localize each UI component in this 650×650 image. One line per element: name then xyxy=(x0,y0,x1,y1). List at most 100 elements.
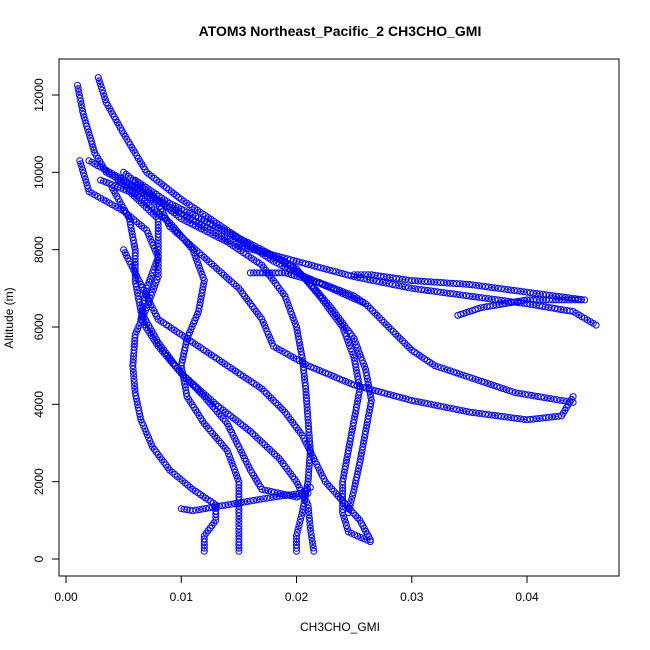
y-tick-label: 2000 xyxy=(32,468,46,495)
data-point xyxy=(235,525,243,533)
data-point xyxy=(258,385,266,393)
data-point xyxy=(195,261,202,269)
data-point xyxy=(485,411,493,419)
data-point xyxy=(249,430,257,438)
data-point xyxy=(309,541,317,549)
data-point xyxy=(78,163,86,171)
data-point xyxy=(437,402,445,410)
data-point xyxy=(266,494,274,502)
data-point xyxy=(392,330,400,338)
data-point xyxy=(414,285,422,293)
data-point xyxy=(258,485,266,493)
data-point xyxy=(408,284,416,292)
data-point xyxy=(193,258,201,266)
data-point xyxy=(310,547,318,555)
data-point xyxy=(472,281,480,289)
data-point xyxy=(459,371,467,379)
data-point xyxy=(501,413,509,421)
data-point xyxy=(306,484,314,491)
data-point xyxy=(233,472,241,479)
data-point xyxy=(354,532,362,540)
data-point xyxy=(358,356,366,364)
data-point xyxy=(145,434,153,442)
data-point xyxy=(405,396,413,404)
data-point xyxy=(356,350,364,358)
data-point xyxy=(145,278,153,286)
data-point xyxy=(531,392,539,400)
data-point xyxy=(348,495,356,503)
data-point xyxy=(306,524,314,532)
data-point xyxy=(305,261,313,268)
data-point xyxy=(351,482,359,490)
data-point xyxy=(560,397,567,405)
data-point xyxy=(348,348,356,356)
data-point xyxy=(342,522,350,529)
data-point xyxy=(437,364,445,372)
data-point xyxy=(446,404,454,412)
data-point xyxy=(76,94,84,102)
data-point xyxy=(456,370,464,378)
data-point xyxy=(152,260,160,268)
data-point xyxy=(228,278,235,286)
y-axis-label: Altitude (m) xyxy=(2,287,16,348)
data-point xyxy=(202,505,210,512)
data-point xyxy=(399,337,406,345)
data-point xyxy=(343,335,351,343)
data-point xyxy=(177,369,185,377)
data-point xyxy=(146,275,154,283)
data-point xyxy=(283,298,291,306)
data-point xyxy=(281,292,289,300)
data-point xyxy=(293,544,300,552)
data-point xyxy=(80,172,88,180)
y-axis: 0 2000 4000 6000 8000 10000 12000 xyxy=(32,78,60,562)
data-point xyxy=(443,404,451,412)
data-point xyxy=(487,381,495,388)
data-point xyxy=(402,395,410,403)
data-point xyxy=(304,504,312,512)
data-point xyxy=(305,511,313,519)
data-point xyxy=(200,547,208,555)
data-point xyxy=(184,376,192,384)
data-point xyxy=(305,508,313,515)
data-point xyxy=(468,374,476,382)
data-point xyxy=(198,270,206,278)
data-point xyxy=(289,314,297,322)
data-point xyxy=(352,341,360,349)
data-point xyxy=(394,332,402,340)
data-point xyxy=(148,269,156,277)
data-point xyxy=(101,96,109,104)
data-point xyxy=(100,93,108,100)
data-point xyxy=(189,381,197,389)
data-point xyxy=(284,301,292,309)
data-point xyxy=(490,382,498,389)
data-point xyxy=(453,290,461,298)
data-point xyxy=(387,325,395,333)
data-point xyxy=(469,293,477,300)
data-point xyxy=(188,242,196,250)
data-point xyxy=(378,316,386,324)
data-point xyxy=(83,182,91,189)
data-point xyxy=(380,318,388,326)
data-point xyxy=(332,268,340,276)
data-point xyxy=(267,394,275,402)
data-point xyxy=(295,522,303,530)
data-point xyxy=(344,509,352,517)
data-point xyxy=(286,491,293,499)
data-point xyxy=(414,398,422,406)
data-point xyxy=(276,403,284,411)
data-point xyxy=(308,534,316,542)
data-point xyxy=(408,397,416,404)
data-point xyxy=(326,483,334,490)
data-point xyxy=(79,107,87,115)
series-line xyxy=(79,160,309,498)
data-point xyxy=(411,397,419,405)
data-point xyxy=(129,368,137,376)
data-point xyxy=(554,412,562,420)
data-point xyxy=(354,514,362,522)
data-point xyxy=(250,496,258,504)
x-tick-label: 0.03 xyxy=(400,590,424,604)
data-point xyxy=(481,283,489,291)
data-point xyxy=(230,465,238,473)
data-point xyxy=(354,271,362,279)
x-tick-label: 0.01 xyxy=(170,590,194,604)
